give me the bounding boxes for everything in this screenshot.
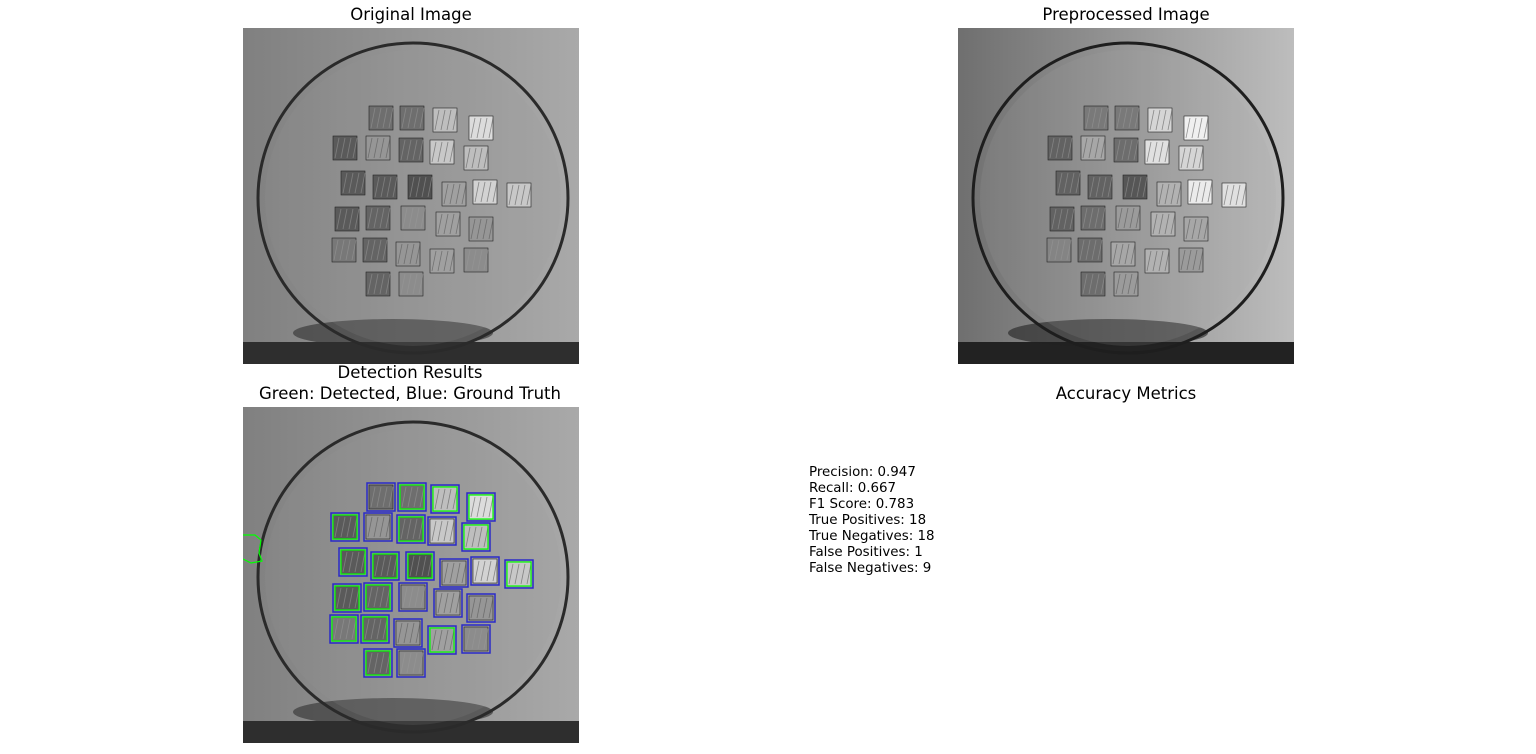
ground-truth-box <box>461 624 491 654</box>
ground-truth-box <box>405 551 435 581</box>
ground-truth-box <box>370 551 400 581</box>
detected-box <box>340 549 366 575</box>
detected-box <box>407 553 433 579</box>
metric-false-positives: False Positives: 1 <box>809 545 923 560</box>
metric-true-negatives: True Negatives: 18 <box>809 529 935 544</box>
detection-results-title-line2: Green: Detected, Blue: Ground Truth <box>259 384 561 403</box>
detected-box <box>365 584 391 610</box>
ground-truth-box <box>466 593 496 623</box>
ground-truth-box <box>396 514 426 544</box>
ground-truth-box <box>466 492 496 522</box>
ground-truth-box <box>433 588 463 618</box>
detected-box <box>365 650 391 676</box>
metric-true-positives: True Positives: 18 <box>809 513 927 528</box>
metric-recall: Recall: 0.667 <box>809 481 897 496</box>
preprocessed-image-title: Preprocessed Image <box>1042 5 1210 24</box>
detected-box <box>429 627 455 653</box>
ground-truth-box <box>329 614 359 644</box>
detection-results-image <box>243 407 579 743</box>
ground-truth-box <box>338 547 368 577</box>
metric-false-negatives: False Negatives: 9 <box>809 561 932 576</box>
ground-truth-box <box>332 583 362 613</box>
detected-box <box>331 616 357 642</box>
detected-box <box>468 494 494 520</box>
original-image-title: Original Image <box>350 5 472 24</box>
detection-results-title-line1: Detection Results <box>337 363 483 382</box>
detected-box <box>463 524 489 550</box>
detection-results-title: Detection Results Green: Detected, Blue:… <box>160 362 660 404</box>
ground-truth-box <box>393 618 423 648</box>
false-positive-contour <box>243 534 263 564</box>
ground-truth-box <box>396 648 426 678</box>
detected-box <box>362 616 388 642</box>
ground-truth-box <box>461 522 491 552</box>
ground-truth-box <box>439 558 469 588</box>
ground-truth-box <box>470 556 500 586</box>
ground-truth-box <box>363 648 393 678</box>
ground-truth-box <box>427 625 457 655</box>
detected-box <box>372 553 398 579</box>
detected-box <box>332 514 358 540</box>
ground-truth-box <box>430 484 460 514</box>
detected-box <box>432 486 458 512</box>
accuracy-metrics-title: Accuracy Metrics <box>1055 384 1197 403</box>
ground-truth-box <box>504 559 534 589</box>
accuracy-metrics-list: Precision: 0.947 Recall: 0.667 F1 Score:… <box>809 465 935 577</box>
wafer-ring <box>256 420 570 734</box>
ground-truth-box <box>363 582 393 612</box>
wafer-ring <box>256 41 570 355</box>
wafer-ring <box>971 41 1285 355</box>
ground-truth-box <box>427 516 457 546</box>
ground-truth-box <box>366 482 396 512</box>
preprocessed-image <box>958 28 1294 364</box>
ground-truth-box <box>398 582 428 612</box>
detected-box <box>506 561 532 587</box>
metric-f1-score: F1 Score: 0.783 <box>809 497 915 512</box>
detected-box <box>399 484 425 510</box>
ground-truth-box <box>397 482 427 512</box>
metric-precision: Precision: 0.947 <box>809 465 916 480</box>
ground-truth-box <box>363 512 393 542</box>
ground-truth-box <box>330 512 360 542</box>
detected-box <box>398 516 424 542</box>
ground-truth-box <box>360 614 390 644</box>
detected-box <box>334 585 360 611</box>
original-image <box>243 28 579 364</box>
